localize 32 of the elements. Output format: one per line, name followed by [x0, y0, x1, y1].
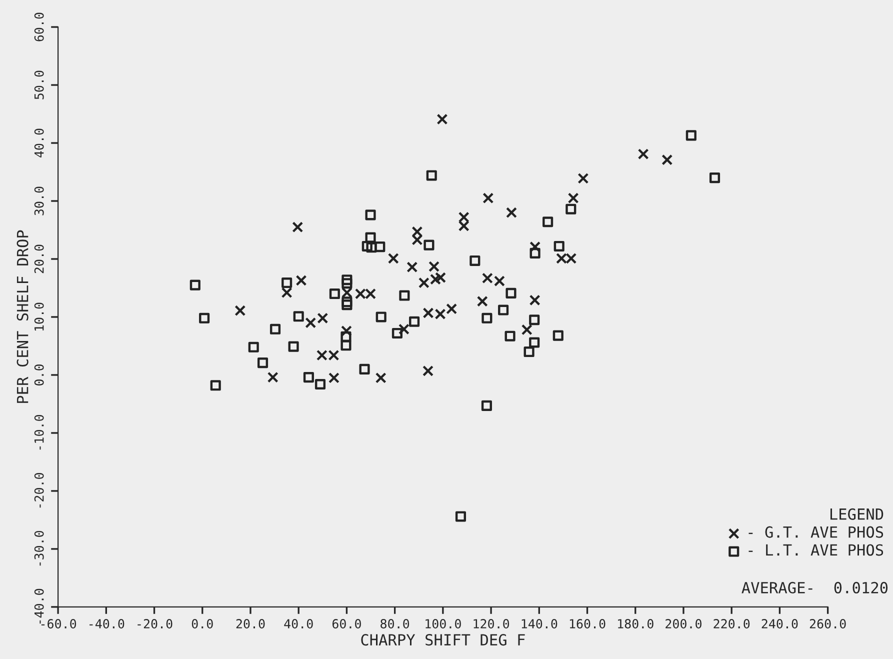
x-tick-label: 180.0: [618, 619, 654, 628]
x-tick-label: 20.0: [236, 619, 265, 628]
y-tick-label: 40.0: [34, 128, 44, 158]
y-tick-label: 50.0: [34, 70, 44, 100]
x-tick-label: 160.0: [570, 619, 606, 628]
x-tick-label: 80.0: [380, 619, 410, 628]
x-axis-title: CHARPY SHIFT DEG F: [361, 634, 525, 646]
x-tick-label: 40.0: [284, 619, 313, 628]
y-tick-label: 20.0: [34, 244, 44, 274]
legend-title: LEGEND: [830, 508, 884, 520]
legend-label: - G.T. AVE PHOS: [748, 526, 884, 538]
y-axis-title: PER CENT SHELF DROP: [16, 230, 28, 403]
y-tick-label: 60.0: [34, 12, 44, 42]
y-tick-label: 10.0: [34, 302, 44, 331]
y-tick-label: -10.0: [34, 414, 44, 450]
x-tick-label: 120.0: [474, 619, 510, 628]
x-tick-label: 240.0: [762, 619, 798, 628]
x-tick-label: 0.0: [192, 619, 213, 628]
y-tick-label: -20.0: [34, 472, 44, 508]
y-tick-label: 30.0: [34, 186, 44, 216]
annotation: AVERAGE- 0.0120: [742, 582, 888, 594]
x-tick-label: 100.0: [426, 619, 461, 628]
x-tick-label: 260.0: [810, 619, 846, 628]
y-tick-label: 0.0: [34, 364, 44, 386]
y-tick-label: -30.0: [34, 530, 44, 566]
x-tick-label: 200.0: [666, 619, 702, 628]
legend-label: - L.T. AVE PHOS: [748, 544, 884, 556]
x-tick-label: 60.0: [332, 619, 361, 628]
x-tick-label: 220.0: [714, 619, 750, 628]
x-tick-label: -40.0: [90, 619, 124, 628]
x-tick-label: -20.0: [138, 619, 172, 628]
x-tick-label: 140.0: [522, 619, 558, 628]
